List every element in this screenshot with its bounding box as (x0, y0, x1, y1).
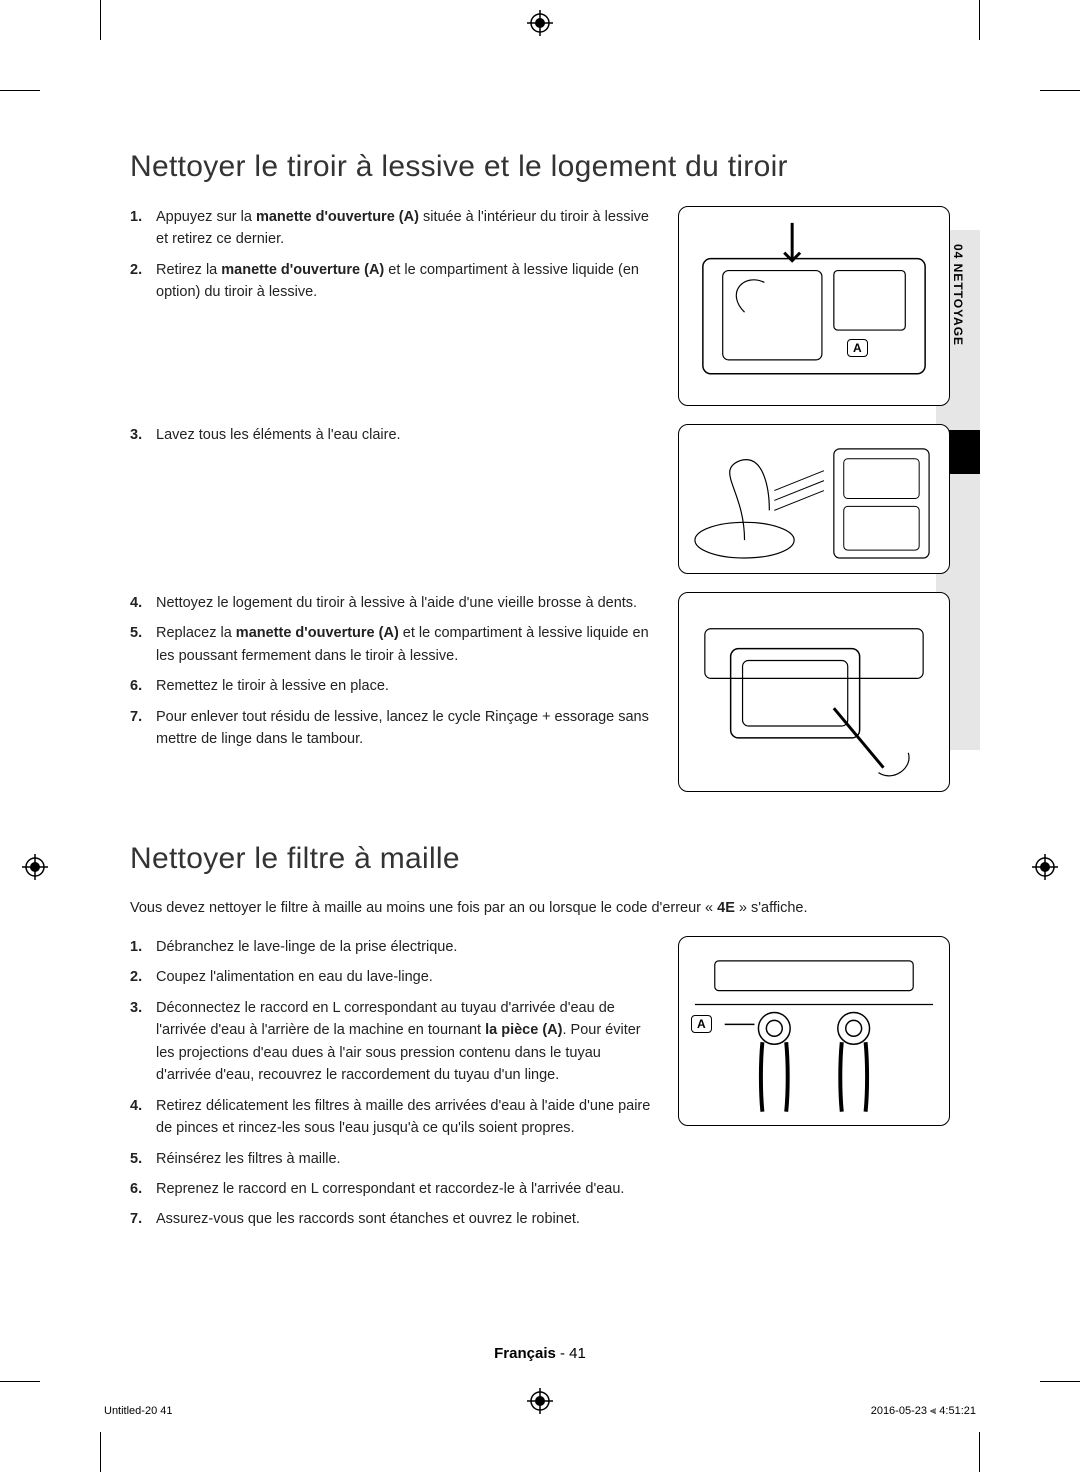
figure-label-a: A (847, 339, 868, 357)
section1-block3-steps: 4.Nettoyez le logement du tiroir à lessi… (130, 592, 658, 759)
figure-wash-parts (678, 424, 950, 574)
slug-left: Untitled-20 41 (104, 1405, 173, 1418)
step-number: 4. (130, 1095, 156, 1140)
step-number: 4. (130, 592, 156, 614)
step-item: 5.Replacez la manette d'ouverture (A) et… (130, 622, 658, 667)
figure-drawer-housing (678, 592, 950, 792)
step-number: 1. (130, 206, 156, 251)
step-item: 3.Lavez tous les éléments à l'eau claire… (130, 424, 658, 446)
step-item: 7.Assurez-vous que les raccords sont éta… (130, 1208, 658, 1230)
print-slug: Untitled-20 41 2016-05-23 ⫷ 4:51:21 (100, 1405, 980, 1418)
step-item: 4.Retirez délicatement les filtres à mai… (130, 1095, 658, 1140)
step-text: Replacez la manette d'ouverture (A) et l… (156, 622, 658, 667)
figure-drawer-remove: A (678, 206, 950, 406)
step-number: 6. (130, 1178, 156, 1200)
step-text: Coupez l'alimentation en eau du lave-lin… (156, 966, 658, 988)
step-item: 1.Appuyez sur la manette d'ouverture (A)… (130, 206, 658, 251)
section1-block2: 3.Lavez tous les éléments à l'eau claire… (130, 424, 950, 574)
figure-label-a-2: A (691, 1015, 712, 1033)
crop-mark (0, 90, 40, 91)
step-number: 7. (130, 706, 156, 751)
section-filter: Nettoyer le filtre à maille Vous devez n… (130, 842, 950, 1239)
step-number: 5. (130, 1148, 156, 1170)
step-number: 5. (130, 622, 156, 667)
section1-title: Nettoyer le tiroir à lessive et le logem… (130, 150, 950, 184)
step-text: Lavez tous les éléments à l'eau claire. (156, 424, 658, 446)
step-text: Reprenez le raccord en L correspondant e… (156, 1178, 658, 1200)
step-number: 2. (130, 259, 156, 304)
footer-language: Français (494, 1345, 556, 1362)
section1-block3: 4.Nettoyez le logement du tiroir à lessi… (130, 592, 950, 792)
crop-mark (100, 1432, 101, 1472)
drawer-illustration-icon (685, 213, 943, 411)
step-item: 2.Coupez l'alimentation en eau du lave-l… (130, 966, 658, 988)
step-item: 3.Déconnectez le raccord en L correspond… (130, 997, 658, 1087)
housing-illustration-icon (685, 599, 943, 797)
filter-illustration-icon (685, 943, 943, 1132)
section1-block1: 1.Appuyez sur la manette d'ouverture (A)… (130, 206, 950, 406)
step-number: 6. (130, 675, 156, 697)
step-item: 6.Remettez le tiroir à lessive en place. (130, 675, 658, 697)
step-text: Assurez-vous que les raccords sont étanc… (156, 1208, 658, 1230)
section2-block1: 1.Débranchez le lave-linge de la prise é… (130, 936, 950, 1239)
step-item: 2.Retirez la manette d'ouverture (A) et … (130, 259, 658, 304)
step-text: Appuyez sur la manette d'ouverture (A) s… (156, 206, 658, 251)
step-text: Retirez la manette d'ouverture (A) et le… (156, 259, 658, 304)
figure-mesh-filter: A (678, 936, 950, 1126)
section-drawer: Nettoyer le tiroir à lessive et le logem… (130, 150, 950, 792)
step-text: Remettez le tiroir à lessive en place. (156, 675, 658, 697)
page-content: Nettoyer le tiroir à lessive et le logem… (100, 90, 980, 1382)
step-item: 7.Pour enlever tout résidu de lessive, l… (130, 706, 658, 751)
step-item: 4.Nettoyez le logement du tiroir à lessi… (130, 592, 658, 614)
step-item: 5.Réinsérez les filtres à maille. (130, 1148, 658, 1170)
crop-mark (0, 1381, 40, 1382)
step-number: 7. (130, 1208, 156, 1230)
step-item: 1.Débranchez le lave-linge de la prise é… (130, 936, 658, 958)
section2-title: Nettoyer le filtre à maille (130, 842, 950, 876)
step-number: 1. (130, 936, 156, 958)
step-text: Réinsérez les filtres à maille. (156, 1148, 658, 1170)
slug-right: 2016-05-23 ⫷ 4:51:21 (871, 1405, 976, 1418)
crop-mark (979, 0, 980, 40)
page-footer: Français - 41 (100, 1345, 980, 1362)
step-text: Retirez délicatement les filtres à maill… (156, 1095, 658, 1140)
registration-mark-icon (1032, 854, 1058, 880)
section2-block1-steps: 1.Débranchez le lave-linge de la prise é… (130, 936, 658, 1239)
registration-mark-icon (527, 10, 553, 36)
crop-mark (979, 1432, 980, 1472)
crop-mark (100, 0, 101, 40)
crop-mark (1040, 1381, 1080, 1382)
step-number: 2. (130, 966, 156, 988)
section2-intro: Vous devez nettoyer le filtre à maille a… (130, 898, 950, 920)
wash-illustration-icon (685, 431, 943, 580)
crop-mark (1040, 90, 1080, 91)
footer-page-number: 41 (569, 1345, 586, 1362)
step-number: 3. (130, 997, 156, 1087)
section1-block1-steps: 1.Appuyez sur la manette d'ouverture (A)… (130, 206, 658, 312)
step-text: Nettoyez le logement du tiroir à lessive… (156, 592, 658, 614)
step-text: Débranchez le lave-linge de la prise éle… (156, 936, 658, 958)
step-text: Pour enlever tout résidu de lessive, lan… (156, 706, 658, 751)
section1-block2-steps: 3.Lavez tous les éléments à l'eau claire… (130, 424, 658, 454)
registration-mark-icon (22, 854, 48, 880)
step-text: Déconnectez le raccord en L correspondan… (156, 997, 658, 1087)
step-number: 3. (130, 424, 156, 446)
step-item: 6.Reprenez le raccord en L correspondant… (130, 1178, 658, 1200)
footer-sep: - (556, 1345, 569, 1362)
